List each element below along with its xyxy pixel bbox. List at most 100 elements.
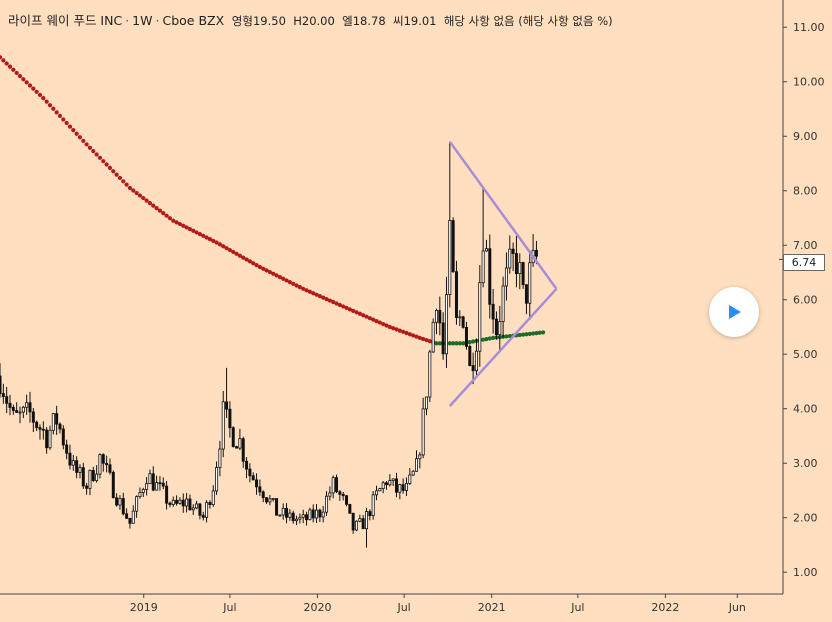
interval-label[interactable]: 1W bbox=[132, 13, 153, 28]
ma-short-point bbox=[467, 340, 472, 345]
ma-long-point bbox=[27, 83, 33, 88]
candle-body bbox=[375, 490, 379, 496]
play-button[interactable] bbox=[709, 287, 759, 337]
ma-long-point bbox=[131, 188, 136, 193]
candle-body bbox=[421, 408, 425, 456]
ma-long-point bbox=[257, 264, 262, 270]
ma-long-point bbox=[294, 283, 299, 288]
candle-body bbox=[424, 396, 428, 410]
ma-long-point bbox=[121, 179, 126, 184]
ma-long-point bbox=[267, 269, 272, 275]
candle-body bbox=[131, 510, 135, 524]
ma-long-point bbox=[117, 175, 123, 181]
ma-long-point bbox=[254, 263, 259, 268]
candle-body bbox=[178, 499, 182, 504]
candle-body bbox=[521, 262, 525, 286]
ma-long-point bbox=[401, 329, 406, 334]
ma-long-point bbox=[221, 244, 226, 249]
ma-short-series bbox=[434, 330, 546, 346]
candle-body bbox=[398, 484, 402, 493]
ma-long-point bbox=[31, 86, 36, 91]
candle-body bbox=[328, 492, 332, 497]
x-tick-label: 2022 bbox=[651, 601, 679, 614]
ma-short-point bbox=[504, 334, 509, 339]
candle-body bbox=[348, 503, 352, 514]
y-tick-label: 6.00 bbox=[793, 294, 818, 307]
ma-long-point bbox=[197, 232, 203, 237]
candle-body bbox=[11, 407, 15, 411]
candle-body bbox=[258, 486, 262, 493]
ma-long-point bbox=[251, 261, 256, 266]
ma-long-point bbox=[147, 201, 153, 206]
ma-long-point bbox=[414, 334, 419, 339]
triangle-lower-line bbox=[448, 287, 558, 407]
ma-long-point bbox=[227, 247, 233, 253]
ma-long-point bbox=[307, 289, 312, 294]
candle-body bbox=[438, 309, 442, 324]
candle-body bbox=[414, 458, 418, 472]
ma-long-point bbox=[337, 302, 342, 308]
ma-long-point bbox=[234, 251, 239, 256]
ma-long-point bbox=[407, 332, 412, 337]
candle-body bbox=[148, 473, 152, 485]
symbol-name[interactable]: 라이프 웨이 푸드 INC bbox=[8, 13, 123, 28]
ma-long-point bbox=[174, 220, 179, 225]
candle-body bbox=[331, 477, 335, 494]
candle-body bbox=[88, 469, 92, 489]
ma-long-point bbox=[127, 185, 133, 191]
ma-long-point bbox=[344, 305, 349, 310]
ma-long-point bbox=[51, 106, 56, 111]
ma-short-point bbox=[437, 341, 442, 346]
ma-long-point bbox=[64, 120, 69, 126]
ma-long-point bbox=[134, 190, 139, 196]
high-value: 20.00 bbox=[301, 14, 335, 28]
ma-long-point bbox=[91, 149, 96, 154]
ma-long-point bbox=[107, 165, 113, 170]
candle-body bbox=[504, 267, 508, 287]
ma-short-point bbox=[451, 341, 456, 346]
candle-body bbox=[338, 491, 342, 495]
candle-body bbox=[198, 503, 202, 516]
candle-body bbox=[511, 248, 515, 254]
ma-long-point bbox=[287, 280, 292, 285]
ma-long-point bbox=[194, 230, 199, 235]
candle-body bbox=[61, 428, 65, 446]
ma-long-point bbox=[351, 308, 356, 313]
candle-body bbox=[175, 499, 179, 504]
candle-body bbox=[491, 303, 495, 320]
candle-body bbox=[155, 482, 159, 491]
candle-body bbox=[508, 248, 512, 269]
y-tick-label: 8.00 bbox=[793, 185, 818, 198]
ma-short-point bbox=[457, 341, 462, 346]
low-label: 엘 bbox=[342, 14, 353, 28]
candle-body bbox=[481, 250, 485, 284]
candle-body bbox=[115, 497, 119, 506]
candle-body bbox=[8, 402, 12, 408]
candle-body bbox=[241, 438, 245, 462]
candle-body bbox=[271, 498, 275, 500]
candle-body bbox=[235, 446, 239, 449]
ma-long-point bbox=[271, 271, 276, 276]
ma-long-point bbox=[71, 128, 76, 133]
candle-body bbox=[108, 464, 112, 473]
candle-body bbox=[391, 478, 395, 481]
candle-body bbox=[458, 316, 462, 319]
ma-long-point bbox=[241, 255, 246, 260]
ma-short-point bbox=[487, 336, 492, 341]
candle-body bbox=[351, 512, 355, 531]
candle-body bbox=[158, 482, 162, 485]
candle-body bbox=[71, 460, 75, 466]
play-icon bbox=[729, 305, 741, 319]
ma-long-point bbox=[124, 182, 129, 187]
ma-short-point bbox=[434, 341, 439, 346]
change-text: 해당 사항 없음 (해당 사항 없음 %) bbox=[443, 14, 613, 28]
triangle-upper-line bbox=[448, 140, 558, 290]
candle-body bbox=[151, 473, 155, 491]
candle-body bbox=[141, 489, 145, 493]
ma-short-point bbox=[461, 341, 466, 346]
ma-long-point bbox=[224, 246, 229, 251]
candle-body bbox=[85, 485, 89, 489]
ma-long-point bbox=[84, 142, 89, 147]
